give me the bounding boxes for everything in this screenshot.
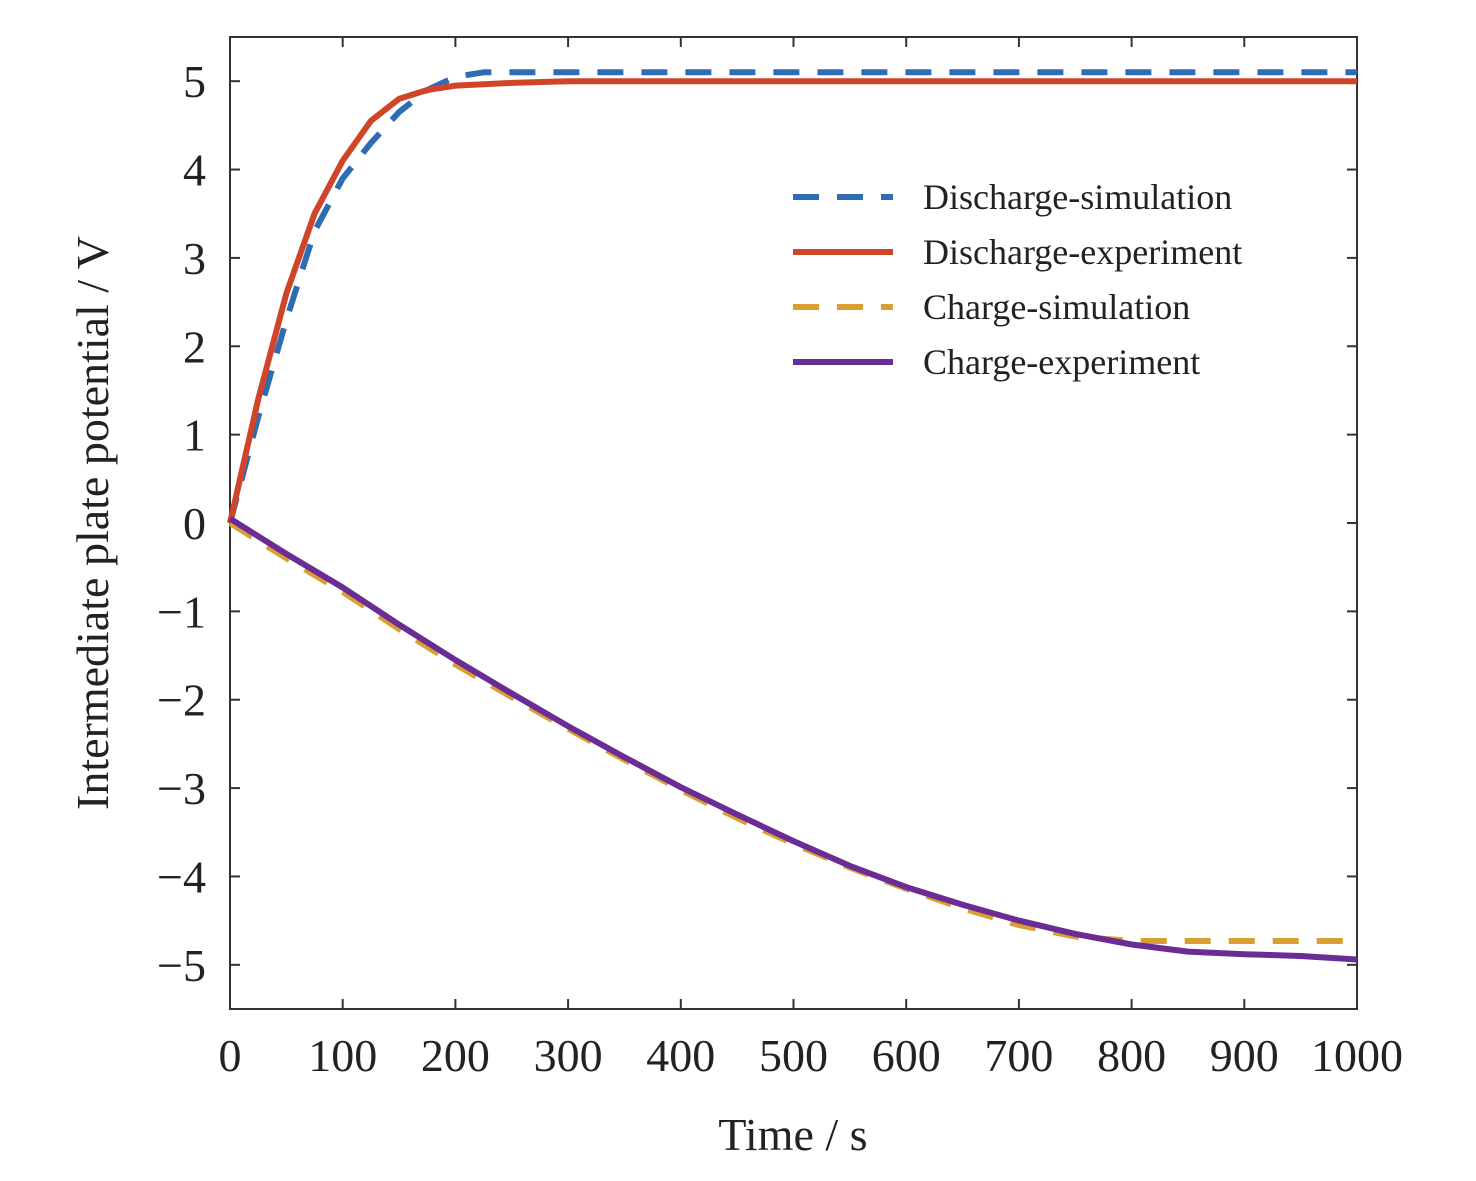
y-tick-label: 4 — [183, 145, 206, 196]
x-tick-label: 800 — [1097, 1030, 1166, 1081]
legend-label-charge-experiment: Charge-experiment — [923, 342, 1200, 382]
x-tick-label: 100 — [308, 1030, 377, 1081]
tick-labels: 0 100 200 300 400 500 600 700 800 900 1000 5 4 3 2 1 0 −1… — [157, 56, 1403, 1081]
y-tick-label: 3 — [183, 233, 206, 284]
legend: Discharge-simulation Discharge-experiment… — [793, 177, 1242, 382]
y-axis-title: Intermediate plate potential / V — [67, 236, 118, 810]
series-line-discharge-experiment — [227, 78, 1357, 524]
x-tick-label: 500 — [759, 1030, 828, 1081]
y-tick-label: 5 — [183, 56, 206, 107]
legend-label-discharge-simulation: Discharge-simulation — [923, 177, 1232, 217]
x-tick-label: 700 — [984, 1030, 1053, 1081]
x-tick-label: 1000 — [1311, 1030, 1403, 1081]
x-tick-label: 0 — [219, 1030, 242, 1081]
x-axis-title: Time / s — [718, 1109, 867, 1160]
y-tick-label: −3 — [157, 763, 206, 814]
y-tick-label: 2 — [183, 321, 206, 372]
y-tick-label: −1 — [157, 586, 206, 637]
x-tick-label: 400 — [646, 1030, 715, 1081]
legend-label-discharge-experiment: Discharge-experiment — [923, 232, 1242, 272]
x-tick-label: 200 — [421, 1030, 490, 1081]
series-line-charge-simulation — [228, 520, 1357, 944]
series-line-charge-experiment — [228, 516, 1358, 963]
x-tick-label: 300 — [534, 1030, 603, 1081]
y-tick-label: −4 — [157, 851, 206, 902]
series-line-discharge-simulation — [227, 69, 1357, 524]
axis-ticks — [229, 37, 1358, 1009]
x-tick-label: 600 — [872, 1030, 941, 1081]
series-layer — [227, 69, 1358, 963]
y-tick-label: −2 — [157, 675, 206, 726]
legend-label-charge-simulation: Charge-simulation — [923, 287, 1190, 327]
y-tick-label: 1 — [183, 410, 206, 461]
x-tick-label: 900 — [1210, 1030, 1279, 1081]
y-tick-label: 0 — [183, 498, 206, 549]
y-tick-label: −5 — [157, 940, 206, 991]
